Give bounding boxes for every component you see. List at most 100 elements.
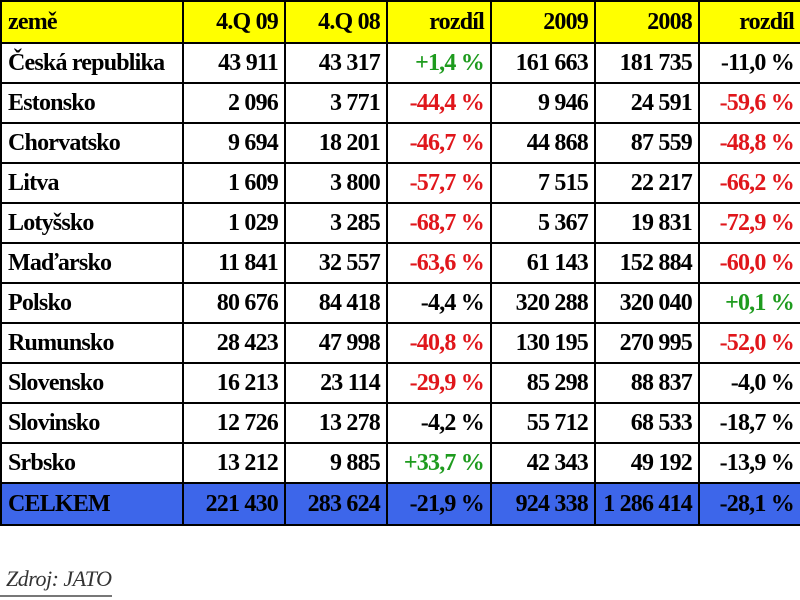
header-country: země <box>0 0 184 44</box>
q4-2009-cell: 11 841 <box>182 242 286 284</box>
year-diff-cell: -52,0 % <box>698 322 800 364</box>
year-2009-cell: 85 298 <box>490 362 596 404</box>
year-2009-cell: 44 868 <box>490 122 596 164</box>
year-2009-cell: 42 343 <box>490 442 596 484</box>
table-row: Estonsko 2 096 3 771 -44,4 % 9 946 24 59… <box>0 82 800 124</box>
total-quarter-diff: -21,9 % <box>386 482 492 526</box>
table-row: Česká republika 43 911 43 317 +1,4 % 161… <box>0 42 800 84</box>
year-diff-cell: +0,1 % <box>698 282 800 324</box>
total-q4-2008: 283 624 <box>284 482 388 526</box>
year-2008-cell: 19 831 <box>594 202 700 244</box>
year-diff-cell: -18,7 % <box>698 402 800 444</box>
q4-2008-cell: 23 114 <box>284 362 388 404</box>
year-diff-cell: -11,0 % <box>698 42 800 84</box>
header-year-2009: 2009 <box>490 0 596 44</box>
year-2009-cell: 5 367 <box>490 202 596 244</box>
country-cell: Rumunsko <box>0 322 184 364</box>
quarter-diff-cell: -68,7 % <box>386 202 492 244</box>
total-q4-2009: 221 430 <box>182 482 286 526</box>
year-2008-cell: 270 995 <box>594 322 700 364</box>
quarter-diff-cell: +33,7 % <box>386 442 492 484</box>
q4-2009-cell: 12 726 <box>182 402 286 444</box>
table-row: Rumunsko 28 423 47 998 -40,8 % 130 195 2… <box>0 322 800 364</box>
quarter-diff-cell: -63,6 % <box>386 242 492 284</box>
table-body: Česká republika 43 911 43 317 +1,4 % 161… <box>0 42 800 526</box>
year-2009-cell: 9 946 <box>490 82 596 124</box>
year-2008-cell: 22 217 <box>594 162 700 204</box>
country-cell: Slovensko <box>0 362 184 404</box>
total-label: CELKEM <box>0 482 184 526</box>
quarter-diff-cell: -57,7 % <box>386 162 492 204</box>
year-diff-cell: -59,6 % <box>698 82 800 124</box>
quarter-diff-cell: -4,2 % <box>386 402 492 444</box>
year-2009-cell: 55 712 <box>490 402 596 444</box>
year-diff-cell: -60,0 % <box>698 242 800 284</box>
quarter-diff-cell: -40,8 % <box>386 322 492 364</box>
country-cell: Estonsko <box>0 82 184 124</box>
q4-2008-cell: 43 317 <box>284 42 388 84</box>
table-row: Slovensko 16 213 23 114 -29,9 % 85 298 8… <box>0 362 800 404</box>
year-2008-cell: 320 040 <box>594 282 700 324</box>
q4-2008-cell: 84 418 <box>284 282 388 324</box>
year-2008-cell: 152 884 <box>594 242 700 284</box>
table-row: Litva 1 609 3 800 -57,7 % 7 515 22 217 -… <box>0 162 800 204</box>
year-2008-cell: 87 559 <box>594 122 700 164</box>
country-cell: Srbsko <box>0 442 184 484</box>
year-2009-cell: 130 195 <box>490 322 596 364</box>
table-row: Srbsko 13 212 9 885 +33,7 % 42 343 49 19… <box>0 442 800 484</box>
table-row: Polsko 80 676 84 418 -4,4 % 320 288 320 … <box>0 282 800 324</box>
q4-2009-cell: 1 609 <box>182 162 286 204</box>
total-year-diff: -28,1 % <box>698 482 800 526</box>
table-row: Maďarsko 11 841 32 557 -63,6 % 61 143 15… <box>0 242 800 284</box>
header-year-2008: 2008 <box>594 0 700 44</box>
q4-2009-cell: 16 213 <box>182 362 286 404</box>
table-row: Lotyšsko 1 029 3 285 -68,7 % 5 367 19 83… <box>0 202 800 244</box>
total-row: CELKEM 221 430 283 624 -21,9 % 924 338 1… <box>0 482 800 526</box>
header-year-diff: rozdíl <box>698 0 800 44</box>
country-cell: Česká republika <box>0 42 184 84</box>
year-2009-cell: 161 663 <box>490 42 596 84</box>
total-year-2008: 1 286 414 <box>594 482 700 526</box>
source-note: Zdroj: JATO <box>6 566 112 591</box>
q4-2008-cell: 9 885 <box>284 442 388 484</box>
year-2009-cell: 7 515 <box>490 162 596 204</box>
quarter-diff-cell: -29,9 % <box>386 362 492 404</box>
country-cell: Litva <box>0 162 184 204</box>
quarter-diff-cell: +1,4 % <box>386 42 492 84</box>
year-2009-cell: 61 143 <box>490 242 596 284</box>
q4-2009-cell: 43 911 <box>182 42 286 84</box>
q4-2008-cell: 3 771 <box>284 82 388 124</box>
header-row: země 4.Q 09 4.Q 08 rozdíl 2009 2008 rozd… <box>0 0 800 44</box>
quarter-diff-cell: -44,4 % <box>386 82 492 124</box>
year-2008-cell: 88 837 <box>594 362 700 404</box>
q4-2008-cell: 3 285 <box>284 202 388 244</box>
q4-2008-cell: 18 201 <box>284 122 388 164</box>
quarter-diff-cell: -46,7 % <box>386 122 492 164</box>
header-quarter-diff: rozdíl <box>386 0 492 44</box>
country-cell: Chorvatsko <box>0 122 184 164</box>
total-year-2009: 924 338 <box>490 482 596 526</box>
q4-2009-cell: 9 694 <box>182 122 286 164</box>
year-2008-cell: 24 591 <box>594 82 700 124</box>
sales-table: země 4.Q 09 4.Q 08 rozdíl 2009 2008 rozd… <box>0 0 800 526</box>
year-2008-cell: 49 192 <box>594 442 700 484</box>
q4-2009-cell: 80 676 <box>182 282 286 324</box>
year-diff-cell: -72,9 % <box>698 202 800 244</box>
q4-2009-cell: 13 212 <box>182 442 286 484</box>
year-diff-cell: -66,2 % <box>698 162 800 204</box>
country-cell: Lotyšsko <box>0 202 184 244</box>
q4-2009-cell: 28 423 <box>182 322 286 364</box>
q4-2008-cell: 32 557 <box>284 242 388 284</box>
year-diff-cell: -48,8 % <box>698 122 800 164</box>
country-cell: Polsko <box>0 282 184 324</box>
source-underline <box>0 595 112 597</box>
quarter-diff-cell: -4,4 % <box>386 282 492 324</box>
year-2009-cell: 320 288 <box>490 282 596 324</box>
q4-2008-cell: 3 800 <box>284 162 388 204</box>
q4-2009-cell: 2 096 <box>182 82 286 124</box>
year-diff-cell: -4,0 % <box>698 362 800 404</box>
q4-2009-cell: 1 029 <box>182 202 286 244</box>
header-q4-2008: 4.Q 08 <box>284 0 388 44</box>
country-cell: Maďarsko <box>0 242 184 284</box>
header-q4-2009: 4.Q 09 <box>182 0 286 44</box>
